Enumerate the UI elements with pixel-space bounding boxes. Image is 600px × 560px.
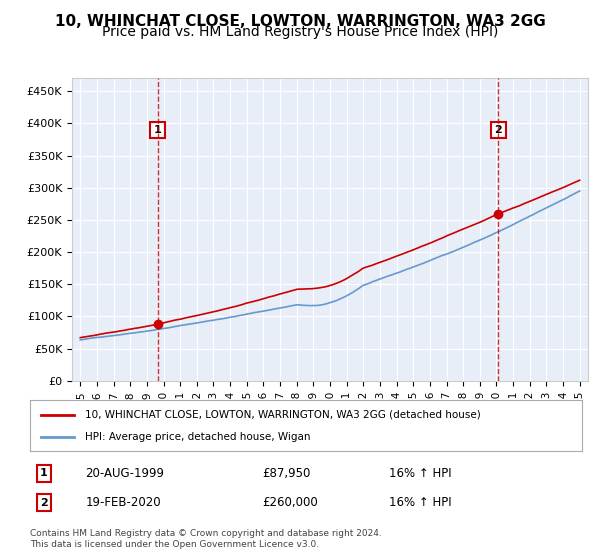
- Text: 20-AUG-1999: 20-AUG-1999: [85, 466, 164, 480]
- Text: Contains HM Land Registry data © Crown copyright and database right 2024.
This d: Contains HM Land Registry data © Crown c…: [30, 529, 382, 549]
- Text: 16% ↑ HPI: 16% ↑ HPI: [389, 466, 451, 480]
- Text: 1: 1: [154, 125, 161, 135]
- Text: 2: 2: [494, 125, 502, 135]
- Text: 16% ↑ HPI: 16% ↑ HPI: [389, 496, 451, 509]
- Text: 2: 2: [40, 498, 47, 507]
- Text: 1: 1: [40, 468, 47, 478]
- Text: 19-FEB-2020: 19-FEB-2020: [85, 496, 161, 509]
- Text: HPI: Average price, detached house, Wigan: HPI: Average price, detached house, Wiga…: [85, 432, 311, 442]
- Text: £260,000: £260,000: [262, 496, 317, 509]
- Text: 10, WHINCHAT CLOSE, LOWTON, WARRINGTON, WA3 2GG (detached house): 10, WHINCHAT CLOSE, LOWTON, WARRINGTON, …: [85, 409, 481, 419]
- Text: Price paid vs. HM Land Registry's House Price Index (HPI): Price paid vs. HM Land Registry's House …: [102, 25, 498, 39]
- Text: 10, WHINCHAT CLOSE, LOWTON, WARRINGTON, WA3 2GG: 10, WHINCHAT CLOSE, LOWTON, WARRINGTON, …: [55, 14, 545, 29]
- Text: £87,950: £87,950: [262, 466, 310, 480]
